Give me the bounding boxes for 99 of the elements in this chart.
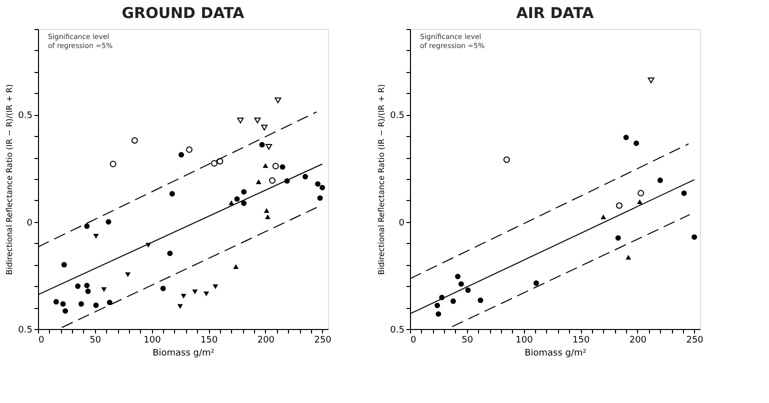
x-tick-label: 100: [516, 336, 534, 346]
point: [434, 302, 440, 308]
chart-title: AIR DATA: [516, 4, 594, 22]
point: [616, 202, 622, 209]
point: [478, 298, 484, 304]
point: [455, 274, 461, 280]
point: [320, 184, 326, 190]
y-tick-label: 0.5: [390, 111, 404, 122]
point: [216, 158, 224, 164]
point: [254, 118, 261, 124]
point: [78, 301, 84, 307]
point: [256, 179, 262, 184]
y-axis-title: Bidirectional Reflectance Ratio (IR − R)/(IR + R): [377, 84, 386, 275]
y-tick-label: 0: [26, 218, 33, 228]
point: [110, 160, 116, 168]
point: [131, 137, 138, 144]
x-tick-label: 0: [38, 336, 44, 346]
x-tick-label: 250: [686, 336, 704, 346]
point: [269, 177, 276, 184]
point: [284, 178, 290, 184]
point: [261, 124, 268, 130]
x-tick-label: 250: [314, 336, 332, 346]
point: [169, 191, 175, 197]
point: [233, 264, 239, 270]
point: [204, 291, 210, 296]
point: [106, 219, 112, 225]
point: [280, 164, 286, 170]
point: [180, 294, 186, 299]
point: [228, 200, 234, 206]
x-axis-title: Biomass g/m²: [524, 348, 587, 358]
point: [634, 140, 640, 146]
point: [317, 195, 323, 201]
point: [259, 142, 265, 148]
point: [160, 286, 166, 292]
point: [465, 287, 471, 293]
point: [266, 144, 272, 150]
x-tick-label: 50: [90, 336, 102, 346]
point: [125, 272, 131, 278]
x-tick-label: 100: [144, 336, 162, 346]
chart-title: GROUND DATA: [122, 4, 245, 22]
point: [503, 156, 510, 163]
point: [84, 282, 90, 288]
point: [177, 304, 183, 309]
point: [657, 178, 663, 184]
point: [615, 235, 621, 241]
point: [212, 284, 218, 290]
point: [439, 294, 445, 300]
point: [211, 160, 218, 167]
point: [692, 234, 698, 240]
point: [241, 200, 247, 206]
point: [106, 300, 112, 306]
point: [262, 163, 268, 168]
y-tick-label: 0.5: [18, 111, 32, 122]
y-tick-label: 0.5: [18, 326, 32, 336]
point: [302, 174, 308, 180]
point: [93, 234, 99, 239]
point: [192, 290, 198, 294]
point: [264, 208, 270, 213]
x-tick-label: 150: [200, 336, 218, 346]
point: [62, 308, 68, 314]
point: [61, 262, 67, 268]
point: [101, 287, 107, 292]
x-tick-label: 150: [572, 336, 590, 346]
point: [636, 199, 642, 204]
point: [234, 196, 240, 202]
point: [681, 190, 687, 196]
point: [648, 78, 654, 84]
point: [626, 254, 632, 260]
point: [264, 214, 270, 220]
x-axis-title: Biomass g/m²: [152, 348, 215, 358]
x-tick-label: 200: [257, 336, 275, 346]
point: [85, 288, 91, 294]
point: [638, 190, 644, 196]
point: [186, 146, 192, 153]
point: [93, 302, 99, 308]
point: [458, 281, 464, 287]
point: [450, 298, 456, 304]
y-tick-label: 0: [398, 218, 405, 228]
point: [146, 242, 152, 248]
point: [600, 214, 606, 220]
x-tick-label: 50: [462, 336, 474, 346]
point: [53, 299, 59, 305]
point: [533, 280, 539, 286]
point: [178, 152, 184, 158]
point: [60, 301, 66, 307]
point: [75, 283, 81, 289]
point: [274, 97, 282, 104]
point: [167, 250, 173, 256]
point: [241, 189, 247, 195]
point: [623, 134, 629, 140]
x-tick-label: 0: [410, 336, 416, 346]
y-axis-title: Bidirectional Reflectance Ratio (IR − R)/(IR + R): [5, 84, 14, 275]
x-tick-label: 200: [629, 336, 647, 346]
point: [436, 311, 442, 317]
point: [84, 223, 90, 229]
y-tick-label: 0.5: [390, 326, 404, 336]
point: [272, 162, 279, 170]
point: [237, 118, 244, 124]
point: [315, 181, 321, 187]
